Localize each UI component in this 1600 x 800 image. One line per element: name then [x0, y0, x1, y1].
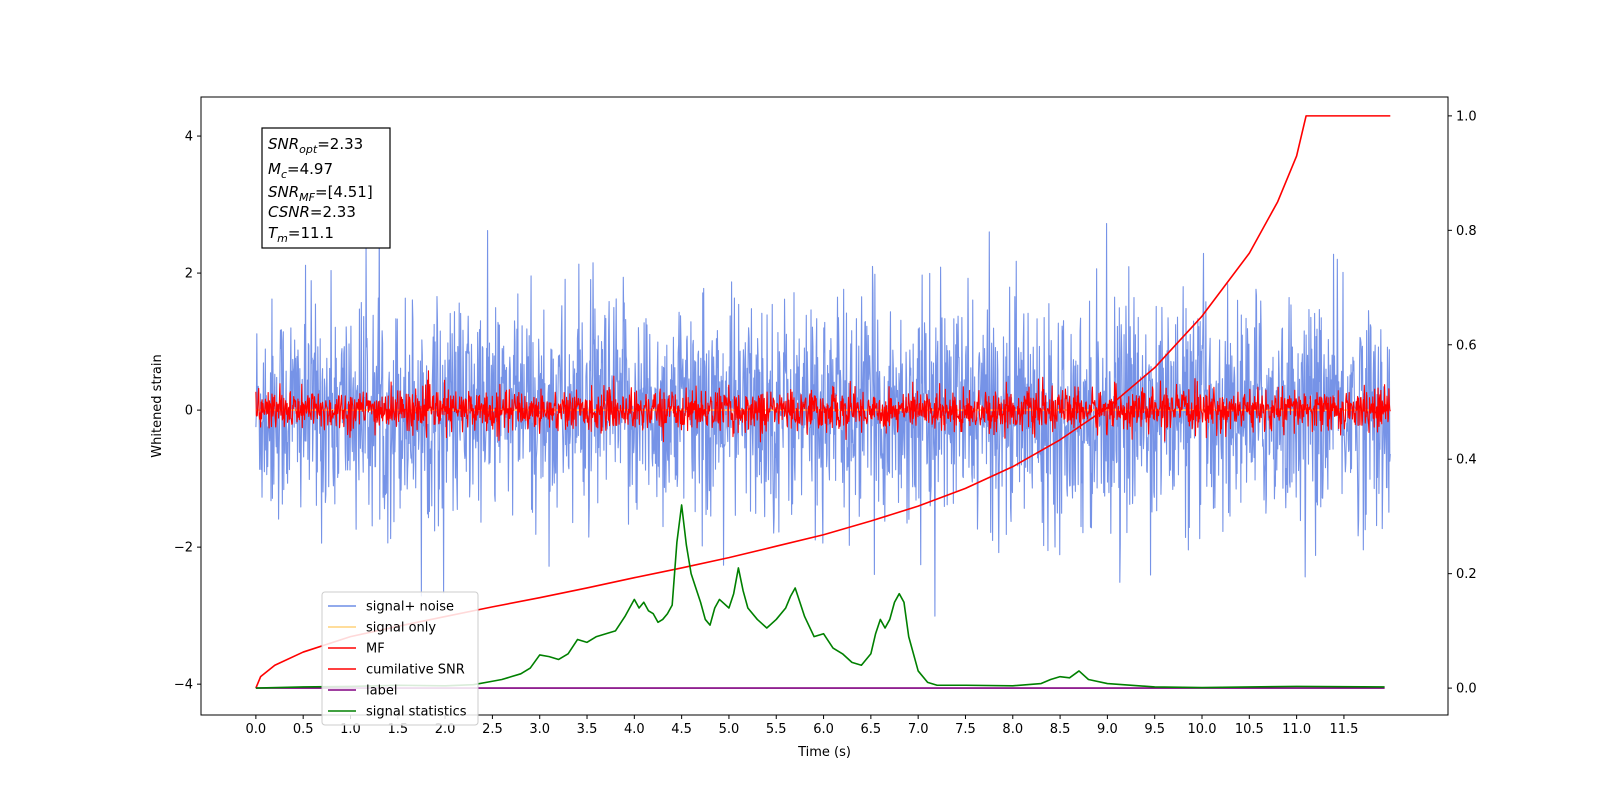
- x-tick-label: 7.5: [955, 722, 976, 737]
- legend-items: signal+ noise signal only MF cumilative SNR…: [328, 600, 467, 720]
- x-tick-label: 2.0: [435, 722, 456, 737]
- legend-label: label: [366, 684, 397, 699]
- x-tick-label: 11.0: [1282, 722, 1311, 737]
- y-tick-label-left: 4: [185, 130, 193, 145]
- x-tick-label: 6.5: [861, 722, 882, 737]
- x-tick-label: 7.0: [908, 722, 929, 737]
- x-tick-label: 0.0: [246, 722, 267, 737]
- x-tick-label: 9.0: [1097, 722, 1118, 737]
- y-tick-label-right: 0.2: [1456, 567, 1477, 582]
- y-tick-label-left: 2: [185, 267, 193, 282]
- x-axis-title: Time (s): [797, 745, 851, 760]
- x-tick-label: 4.0: [624, 722, 645, 737]
- x-tick-label: 1.5: [387, 722, 408, 737]
- info-box: SNRopt=2.33 Mc=4.97 SNRMF=[4.51] CSNR=2.…: [261, 127, 391, 249]
- x-tick-label: 8.0: [1002, 722, 1023, 737]
- y-axis-title-left: Whitened strain: [150, 354, 165, 457]
- y-tick-label-right: 0.8: [1456, 224, 1477, 239]
- info-csnr: CSNR=2.33: [268, 203, 356, 221]
- legend-frame: [321, 591, 479, 726]
- x-tick-label: 2.5: [482, 722, 503, 737]
- y-tick-label-right: 0.0: [1456, 682, 1477, 697]
- info-snr-mf: SNRMF=[4.51]: [268, 183, 373, 204]
- y-tick-label-right: 1.0: [1456, 109, 1477, 124]
- y-tick-label-left: −2: [174, 541, 193, 556]
- legend-label: signal only: [366, 621, 436, 636]
- x-tick-label: 8.5: [1050, 722, 1071, 737]
- plot-frame: [200, 96, 1449, 716]
- y-tick-label-left: −4: [174, 678, 193, 693]
- legend-label: cumilative SNR: [366, 663, 465, 678]
- ticks-layer: 0.0 0.5 1.0 1.5 2.0 2.5 3.0 3.5 4.0 4.5 5.0 5.5 6.0 6…: [174, 109, 1477, 737]
- legend-label: signal+ noise: [366, 600, 454, 615]
- series-line-mf: [255, 370, 1391, 443]
- info-snr-opt: SNRopt=2.33: [268, 135, 363, 156]
- y-tick-label-left: 0: [185, 404, 193, 419]
- info-box-frame: [261, 127, 391, 249]
- y-tick-label-right: 0.4: [1456, 453, 1477, 468]
- x-tick-label: 4.5: [671, 722, 692, 737]
- x-tick-label: 3.0: [529, 722, 550, 737]
- x-tick-label: 5.0: [719, 722, 740, 737]
- legend-label: MF: [366, 642, 385, 657]
- x-tick-label: 6.0: [813, 722, 834, 737]
- x-tick-label: 11.5: [1329, 722, 1358, 737]
- x-tick-label: 5.5: [766, 722, 787, 737]
- legend-label: signal statistics: [366, 705, 467, 720]
- info-mc: Mc=4.97: [268, 160, 333, 181]
- x-tick-label: 10.5: [1235, 722, 1264, 737]
- x-tick-label: 9.5: [1144, 722, 1165, 737]
- y-tick-label-right: 0.6: [1456, 338, 1477, 353]
- x-tick-label: 0.5: [293, 722, 314, 737]
- series-line-signal-statistics: [255, 504, 1385, 689]
- series-line-signal-noise: [255, 200, 1391, 617]
- legend: signal+ noise signal only MF cumilative SNR…: [321, 591, 479, 726]
- x-tick-label: 3.5: [577, 722, 598, 737]
- x-tick-label: 10.0: [1188, 722, 1217, 737]
- info-tm: Tm=11.1: [268, 224, 334, 245]
- x-tick-label: 1.0: [340, 722, 361, 737]
